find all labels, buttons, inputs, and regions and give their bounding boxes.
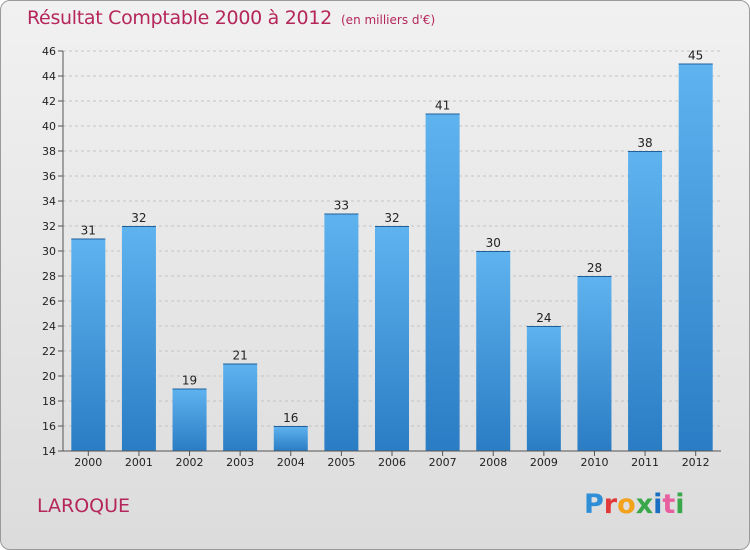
data-label: 45 (688, 49, 703, 63)
bar (223, 363, 258, 451)
y-tick-label: 28 (42, 270, 56, 283)
y-tick-label: 18 (42, 395, 56, 408)
x-tick-label: 2000 (74, 456, 102, 469)
x-tick-label: 2012 (682, 456, 710, 469)
bar (375, 226, 409, 451)
x-tick-label: 2009 (530, 456, 558, 469)
logo-letter: i (675, 489, 685, 520)
x-tick-label: 2011 (631, 456, 659, 469)
bar (121, 226, 156, 451)
y-tick-label: 30 (42, 245, 56, 258)
bar (628, 151, 663, 451)
x-tick-label: 2007 (429, 456, 457, 469)
bar (273, 426, 308, 451)
y-tick-label: 44 (42, 70, 56, 83)
proxiti-logo: Proxiti (584, 489, 685, 520)
y-tick-label: 32 (42, 220, 56, 233)
y-tick-label: 42 (42, 95, 56, 108)
logo-letter: r (603, 489, 618, 520)
bar (71, 238, 106, 451)
data-label: 31 (81, 224, 96, 238)
data-label: 16 (283, 411, 298, 425)
y-tick-label: 14 (42, 445, 56, 458)
y-tick-label: 46 (42, 45, 56, 58)
data-label: 19 (182, 374, 197, 388)
logo-letter: t (662, 489, 676, 520)
x-tick-label: 2008 (479, 456, 507, 469)
data-label: 24 (536, 311, 551, 325)
y-tick-label: 36 (42, 170, 56, 183)
y-tick-label: 20 (42, 370, 56, 383)
bar (324, 213, 359, 451)
x-tick-label: 2003 (226, 456, 254, 469)
x-tick-label: 2004 (277, 456, 305, 469)
data-label: 21 (233, 349, 248, 363)
x-tick-label: 2002 (176, 456, 204, 469)
data-label: 32 (131, 211, 146, 225)
bar (425, 113, 460, 451)
data-label: 28 (587, 261, 602, 275)
y-tick-label: 40 (42, 120, 56, 133)
y-tick-label: 24 (42, 320, 56, 333)
data-label: 41 (435, 99, 450, 113)
logo-letter: P (584, 489, 604, 520)
x-tick-label: 2006 (378, 456, 406, 469)
y-tick-label: 26 (42, 295, 56, 308)
y-tick-label: 16 (42, 420, 56, 433)
bar (476, 251, 511, 451)
chart-subtitle: (en milliers d'€) (341, 13, 436, 27)
x-tick-label: 2010 (580, 456, 608, 469)
chart-title: Résultat Comptable 2000 à 2012 (27, 7, 332, 29)
logo-letter: o (617, 489, 636, 520)
data-label: 33 (334, 199, 349, 213)
data-label: 38 (637, 136, 652, 150)
bar (678, 63, 713, 451)
y-tick-label: 22 (42, 345, 56, 358)
y-tick-label: 38 (42, 145, 56, 158)
data-label: 32 (384, 211, 399, 225)
x-tick-label: 2005 (327, 456, 355, 469)
bar (172, 388, 207, 451)
x-tick-label: 2001 (125, 456, 153, 469)
bar (526, 326, 561, 451)
commune-label: LAROQUE (37, 495, 131, 517)
y-tick-label: 34 (42, 195, 56, 208)
logo-letter: x (635, 489, 654, 520)
logo-letter: i (653, 489, 663, 520)
bar (577, 276, 612, 451)
data-label: 30 (486, 236, 501, 250)
